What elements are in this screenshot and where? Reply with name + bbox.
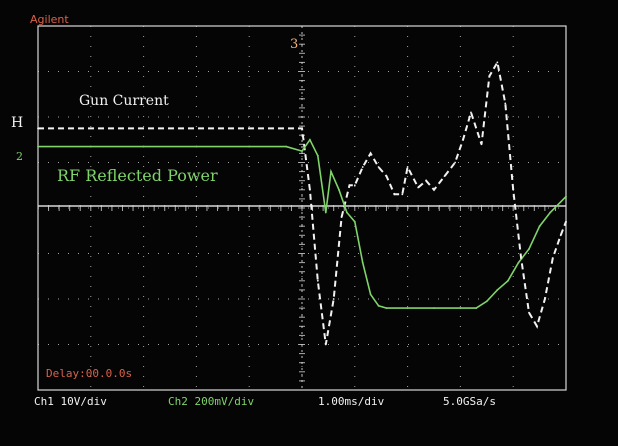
channel1-point: [353, 184, 356, 187]
channel2-point: [377, 304, 380, 307]
channel2-point: [316, 154, 319, 157]
channel2-point: [385, 307, 388, 309]
channel2-point: [496, 289, 499, 291]
channel2-point: [459, 307, 462, 309]
channel1-trace: [38, 59, 567, 345]
trace-points: [37, 61, 567, 346]
channel2-point: [361, 261, 364, 264]
channel1-point: [401, 193, 404, 196]
channel2-point: [549, 211, 552, 214]
channel2-point: [507, 279, 509, 282]
channel2-point: [369, 293, 372, 296]
channel1-point: [406, 166, 409, 168]
channel1-point: [480, 143, 483, 146]
delay-readout: Delay:00.0.0s: [46, 367, 133, 380]
channel1-point: [369, 152, 372, 155]
channel1-point: [504, 102, 507, 105]
channel1-point: [488, 75, 491, 77]
channel1-scale-readout: Ch1 10V/div: [34, 395, 107, 408]
channel2-point: [37, 145, 39, 148]
channel2-point: [89, 145, 92, 148]
channel2-scale-readout: Ch2 200mV/div: [168, 395, 255, 408]
channel1-point: [536, 325, 538, 328]
channel2-point: [142, 145, 145, 148]
channel1-point: [496, 61, 499, 64]
channel2-point: [433, 307, 435, 309]
channel2-point: [338, 188, 340, 191]
timebase-readout: 1.00ms/div: [318, 395, 385, 408]
channel2-point: [248, 145, 251, 148]
channel2-point: [406, 307, 409, 309]
channel1-point: [462, 138, 464, 141]
channel1-point: [361, 166, 364, 168]
channel1-point: [211, 127, 214, 130]
trigger-marker: 3: [290, 37, 299, 52]
channel2-point: [195, 145, 198, 148]
channel1-point: [348, 184, 351, 187]
channel2-point: [528, 248, 530, 250]
channel1-point: [470, 111, 472, 114]
channel1-point: [301, 127, 303, 130]
channel1-point: [385, 175, 388, 178]
channel2-point: [324, 211, 327, 214]
channel1-point: [332, 298, 335, 300]
channel2-ground-marker: 2: [16, 150, 23, 163]
channel1-point: [309, 188, 311, 191]
channel2-point: [485, 300, 488, 303]
channel1-point: [316, 279, 319, 282]
sample-rate-readout: 5.0GSa/s: [443, 395, 496, 408]
rf-reflected-power-label: RF Reflected Power: [57, 166, 218, 185]
channel1-point: [512, 188, 515, 191]
channel1-point: [433, 188, 435, 191]
channel1-point: [417, 186, 420, 189]
channel1-ground-marker: H: [11, 115, 24, 131]
channel1-point: [559, 234, 562, 237]
channel1-point: [393, 193, 396, 196]
channel1-point: [340, 216, 343, 219]
channel1-point: [528, 311, 530, 314]
channel2-point: [538, 225, 541, 228]
channel2-point: [475, 307, 478, 309]
channel2-point: [345, 211, 348, 214]
channel2-point: [517, 261, 520, 264]
channel1-point: [520, 257, 523, 259]
channel2-point: [353, 220, 356, 223]
channel1-point: [425, 179, 427, 182]
channel1-point: [377, 166, 380, 168]
channel1-point: [37, 127, 39, 130]
channel2-point: [309, 138, 311, 141]
brand-label: Agilent: [30, 13, 69, 26]
channel1-point: [454, 161, 457, 164]
gun-current-label: Gun Current: [79, 93, 169, 109]
channel1-point: [543, 298, 546, 300]
channel1-point: [551, 257, 554, 259]
channel1-point: [443, 175, 446, 178]
channel2-point: [330, 170, 332, 173]
channel1-point: [565, 220, 567, 223]
channel2-point: [301, 150, 303, 153]
channel2-point: [285, 145, 288, 148]
graticule: [37, 25, 567, 391]
channel2-trace: [38, 138, 567, 309]
channel2-point: [565, 195, 567, 198]
channel1-point: [324, 343, 327, 346]
